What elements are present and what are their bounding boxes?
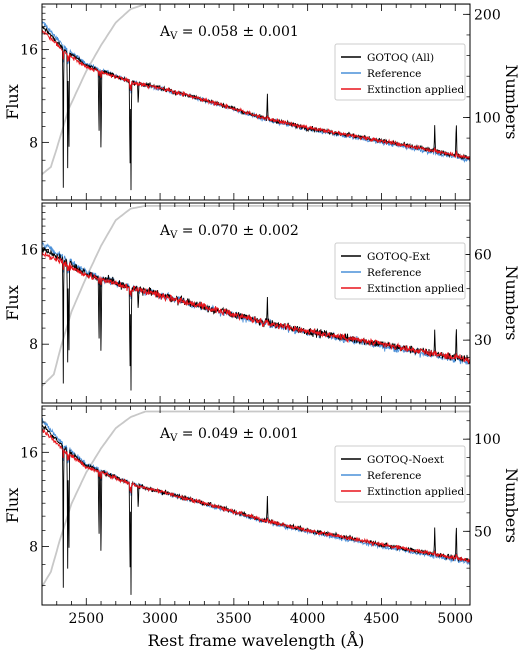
legend-label: Reference	[367, 267, 421, 279]
numbers-tick-label: 200	[474, 7, 501, 23]
flux-tick-label: 16	[20, 43, 38, 59]
numbers-curve	[42, 4, 470, 175]
numbers-tick-label: 50	[474, 524, 492, 540]
numbers-curve	[42, 410, 470, 588]
flux-tick-label: 8	[29, 539, 38, 555]
panel-frame	[41, 202, 471, 404]
flux-axis-label: Flux	[3, 285, 22, 321]
x-tick-label: 3500	[216, 611, 252, 627]
flux-tick-label: 8	[29, 337, 38, 353]
x-tick-label: 2500	[68, 611, 104, 627]
flux-tick-label: 16	[20, 445, 38, 461]
legend-label: Extinction applied	[367, 486, 464, 498]
numbers-tick-label: 30	[474, 333, 492, 349]
legend-label: Extinction applied	[367, 283, 464, 295]
flux-tick-label: 8	[29, 135, 38, 151]
numbers-tick-label: 60	[474, 247, 492, 263]
numbers-tick-label: 100	[474, 110, 501, 126]
panel-3: 16 8 100 50 Flux Numbers AV = 0.049 ± 0.001 GOT…	[3, 405, 520, 606]
legend: GOTOQ-Ext Reference Extinction applied	[334, 242, 466, 300]
legend-label: GOTOQ-Noext	[367, 454, 445, 466]
legend-label: Extinction applied	[367, 84, 464, 96]
numbers-tick-label: 100	[474, 432, 501, 448]
numbers-axis-label: Numbers	[502, 468, 520, 543]
av-annotation: AV = 0.058 ± 0.001	[159, 24, 299, 42]
flux-tick-label: 16	[20, 243, 38, 259]
panel-2: 16 8 60 30 Flux Numbers AV = 0.070 ± 0.002 GOTO…	[3, 202, 520, 404]
panel-frame	[41, 3, 471, 201]
panel-1-plot-area	[42, 4, 470, 191]
flux-axis-label: Flux	[3, 488, 22, 524]
legend: GOTOQ (All) Reference Extinction applied	[334, 43, 466, 101]
av-annotation: AV = 0.049 ± 0.001	[159, 426, 299, 444]
av-annotation: AV = 0.070 ± 0.002	[159, 223, 299, 241]
extinction-applied-spectrum	[42, 29, 470, 160]
flux-axis-label: Flux	[3, 84, 22, 120]
numbers-curve	[42, 205, 470, 387]
extinction-applied-spectrum	[42, 252, 470, 364]
legend-label: GOTOQ (All)	[367, 52, 434, 64]
x-tick-label: 4500	[364, 611, 400, 627]
x-tick-label: 4000	[290, 611, 326, 627]
x-tick-label: 5000	[437, 611, 473, 627]
legend-label: GOTOQ-Ext	[367, 251, 431, 263]
x-axis-label: Rest frame wavelength (Å)	[148, 630, 365, 650]
legend: GOTOQ-Noext Reference Extinction applied	[334, 445, 466, 503]
legend-label: Reference	[367, 68, 421, 80]
x-tick-label: 3000	[142, 611, 178, 627]
panel-3-plot-area	[42, 410, 470, 595]
numbers-axis-label: Numbers	[502, 265, 520, 340]
legend-label: Reference	[367, 470, 421, 482]
extinction-applied-spectrum	[42, 428, 470, 564]
panel-2-plot-area	[42, 205, 470, 391]
panel-frame	[41, 405, 471, 606]
panel-1: 16 8 200 100 Flux Numbers AV = 0.058 ± 0.001 GO…	[3, 3, 520, 201]
numbers-axis-label: Numbers	[502, 64, 520, 139]
